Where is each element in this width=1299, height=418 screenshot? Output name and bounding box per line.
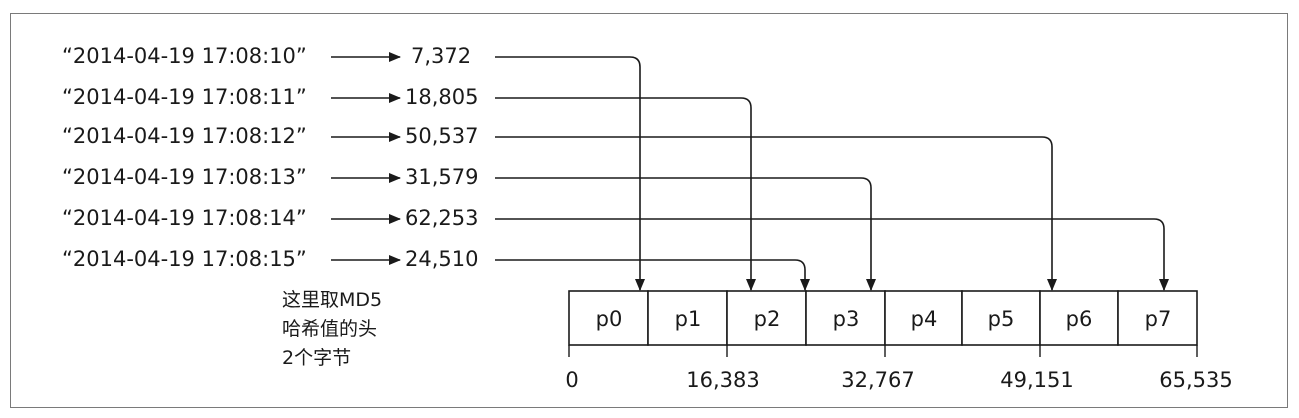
connector-to-p6 xyxy=(495,136,1057,291)
timestamp-label: “2014-04-19 17:08:12” xyxy=(62,124,307,148)
row-4: “2014-04-19 17:08:14” 62,253 xyxy=(62,206,478,230)
connector-to-p7 xyxy=(495,218,1169,291)
connector-to-p2 xyxy=(495,97,756,291)
timestamp-label: “2014-04-19 17:08:11” xyxy=(62,85,307,109)
connector-to-p0 xyxy=(495,56,645,291)
hash-value: 62,253 xyxy=(405,206,478,230)
partition-label: p2 xyxy=(754,307,781,331)
partition-cell xyxy=(884,290,963,346)
row-5: “2014-04-19 17:08:15” 24,510 xyxy=(62,247,478,271)
partition-cell xyxy=(805,290,886,346)
axis-label: 49,151 xyxy=(1000,368,1073,392)
routing-connectors xyxy=(495,56,1169,291)
partition-cell xyxy=(1039,290,1119,346)
row-0: “2014-04-19 17:08:10” 7,372 xyxy=(62,44,471,68)
axis-label: 65,535 xyxy=(1159,368,1232,392)
partition-cell xyxy=(647,290,728,346)
axis-label: 0 xyxy=(565,368,578,392)
partition-cell xyxy=(1117,290,1198,346)
note-line: 2个字节 xyxy=(282,347,351,369)
hash-range-axis: 0 16,383 32,767 49,151 65,535 xyxy=(565,345,1233,392)
timestamp-label: “2014-04-19 17:08:10” xyxy=(62,44,307,68)
hash-value: 7,372 xyxy=(411,44,471,68)
timestamp-label: “2014-04-19 17:08:13” xyxy=(62,165,307,189)
connector-to-p2-upper xyxy=(495,259,810,291)
note-line: 这里取MD5 xyxy=(282,289,382,311)
timestamp-label: “2014-04-19 17:08:15” xyxy=(62,247,307,271)
hash-value: 50,537 xyxy=(405,124,478,148)
diagram-frame xyxy=(10,13,1288,408)
partition-label: p6 xyxy=(1066,307,1093,331)
connector-to-p3 xyxy=(495,177,876,291)
note-line: 哈希值的头 xyxy=(282,318,377,340)
row-2: “2014-04-19 17:08:12” 50,537 xyxy=(62,124,478,148)
partition-strip: p0 p1 p2 p3 p4 p5 p6 p7 xyxy=(568,290,1198,346)
hash-value: 18,805 xyxy=(405,85,478,109)
partition-label: p0 xyxy=(596,307,623,331)
hash-value: 31,579 xyxy=(405,165,478,189)
axis-label: 32,767 xyxy=(841,368,914,392)
md5-note: 这里取MD5 哈希值的头 2个字节 xyxy=(282,289,382,369)
timestamp-label: “2014-04-19 17:08:14” xyxy=(62,206,307,230)
axis-label: 16,383 xyxy=(686,368,759,392)
partition-cell xyxy=(568,290,649,346)
partition-label: p7 xyxy=(1145,307,1172,331)
row-1: “2014-04-19 17:08:11” 18,805 xyxy=(62,85,478,109)
row-3: “2014-04-19 17:08:13” 31,579 xyxy=(62,165,478,189)
partition-label: p4 xyxy=(911,307,938,331)
partition-cell xyxy=(726,290,807,346)
partition-label: p5 xyxy=(988,307,1015,331)
partition-label: p1 xyxy=(675,307,702,331)
partition-label: p3 xyxy=(833,307,860,331)
hash-value: 24,510 xyxy=(405,247,478,271)
